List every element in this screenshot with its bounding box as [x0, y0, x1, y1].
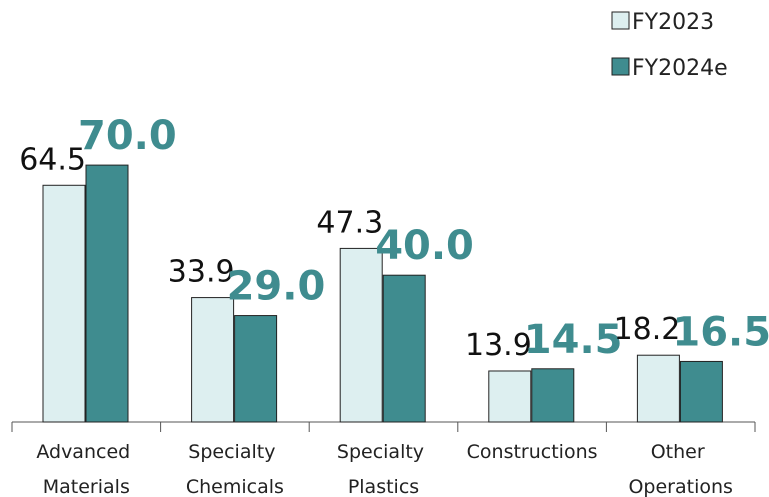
x-tick-label: Other Operations	[628, 441, 732, 497]
x-tick-label: Specialty Plastics	[337, 441, 430, 497]
data-label: 16.5	[672, 309, 769, 355]
bar	[234, 315, 278, 423]
legend-label: FY2024e	[632, 56, 728, 81]
bar	[191, 297, 235, 423]
x-tick-label: Specialty Chemicals	[186, 441, 284, 497]
bar	[636, 354, 680, 423]
legend-swatch	[611, 11, 630, 30]
data-label: 47.3	[316, 205, 383, 240]
data-label: 14.5	[524, 317, 623, 363]
data-label: 33.9	[168, 255, 235, 290]
bar	[42, 184, 86, 423]
legend-swatch	[611, 57, 630, 76]
x-tick-label: Advanced Materials	[36, 441, 136, 497]
data-label: 64.5	[19, 142, 86, 177]
data-label: 29.0	[227, 264, 326, 310]
data-label: 18.2	[614, 312, 681, 347]
bar	[85, 164, 129, 423]
legend-label: FY2023	[632, 10, 714, 35]
bar	[382, 274, 426, 423]
bar	[679, 360, 723, 423]
bar	[531, 368, 575, 423]
bar	[488, 370, 532, 423]
data-label: 70.0	[78, 113, 177, 159]
x-tick-label: Constructions	[467, 441, 598, 463]
bar	[339, 247, 383, 423]
data-label: 40.0	[375, 223, 474, 269]
data-label: 13.9	[465, 328, 532, 363]
